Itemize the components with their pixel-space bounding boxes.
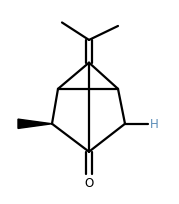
Text: O: O [84, 176, 94, 189]
Text: H: H [150, 118, 159, 131]
Polygon shape [18, 120, 52, 129]
